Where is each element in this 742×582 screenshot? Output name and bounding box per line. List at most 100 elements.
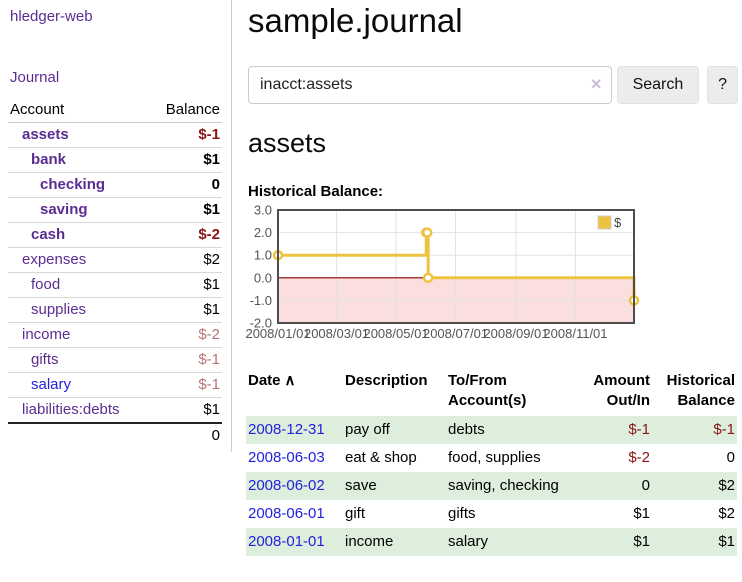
account-row: checking 0	[8, 172, 222, 198]
register-header-date[interactable]: Date ∧	[248, 372, 296, 389]
accounts-header-row: Account Balance	[8, 98, 222, 123]
transaction-row: 2008-12-31 pay off debts $-1 $-1	[246, 416, 737, 444]
accounts-total-value: 0	[149, 422, 222, 448]
account-link[interactable]: food	[31, 276, 61, 293]
account-link[interactable]: supplies	[31, 301, 87, 318]
x-axis-tick-label: 2008/09/01	[483, 326, 548, 341]
account-link[interactable]: expenses	[22, 251, 87, 268]
account-link[interactable]: assets	[22, 126, 69, 143]
account-link[interactable]: checking	[40, 176, 106, 193]
account-balance: $-1	[149, 347, 222, 373]
chart-svg: $3.0 2.0 1.0 0.0 -1.0 -2.02008/01/012008/03/0…	[245, 203, 640, 341]
transaction-description: eat & shop	[345, 449, 417, 466]
main-content: sample.journal × Search ? assets Histori…	[232, 0, 742, 566]
account-link[interactable]: gifts	[31, 351, 59, 368]
account-row: salary $-1	[8, 372, 222, 398]
x-axis-tick-label: 2008/11/01	[543, 326, 607, 341]
y-axis-tick-label: 2.0	[254, 225, 272, 240]
register-header-description: Description	[345, 372, 428, 389]
page: hledger-web Journal Account Balance asse…	[0, 0, 742, 566]
y-axis-tick-label: 1.0	[254, 248, 272, 263]
account-row: cash $-2	[8, 222, 222, 248]
account-row: supplies $1	[8, 297, 222, 323]
page-title: sample.journal	[248, 2, 463, 39]
register-table: Date ∧ Description To/From Account(s) Amo…	[246, 368, 737, 556]
transaction-balance: $1	[718, 533, 735, 550]
transaction-balance: 0	[726, 449, 735, 466]
account-link[interactable]: saving	[40, 201, 88, 218]
x-axis-tick-label: 2008/07/01	[423, 326, 488, 341]
sidebar: hledger-web Journal Account Balance asse…	[0, 0, 232, 452]
account-row: food $1	[8, 272, 222, 298]
search-bar: × Search ?	[248, 66, 738, 104]
transaction-accounts: saving, checking	[448, 477, 559, 494]
account-balance: $-2	[149, 222, 222, 248]
account-row: income $-2	[8, 322, 222, 348]
chart-title: Historical Balance:	[248, 183, 384, 200]
account-row: bank $1	[8, 147, 222, 173]
transaction-balance: $-1	[713, 421, 735, 438]
account-row: gifts $-1	[8, 347, 222, 373]
transaction-date-link[interactable]: 2008-06-03	[248, 449, 325, 466]
sidebar-item-journal[interactable]: Journal	[10, 69, 60, 86]
transaction-amount: 0	[641, 477, 650, 494]
transaction-accounts: gifts	[448, 505, 476, 522]
transaction-row: 2008-06-01 gift gifts $1 $2	[246, 500, 737, 528]
transaction-balance: $2	[718, 505, 735, 522]
account-link[interactable]: salary	[31, 376, 72, 393]
help-button[interactable]: ?	[707, 66, 738, 104]
transaction-row: 2008-01-01 income salary $1 $1	[246, 528, 737, 556]
transaction-amount: $1	[633, 505, 650, 522]
transaction-date-link[interactable]: 2008-06-02	[248, 477, 325, 494]
account-balance: $-1	[149, 372, 222, 398]
transaction-balance: $2	[718, 477, 735, 494]
transaction-amount: $-1	[628, 421, 650, 438]
app-title-link[interactable]: hledger-web	[10, 8, 93, 25]
clear-search-icon[interactable]: ×	[591, 74, 602, 94]
y-axis-tick-label: -2.0	[250, 316, 272, 331]
y-axis-tick-label: 0.0	[254, 270, 272, 285]
transaction-description: save	[345, 477, 377, 494]
account-balance: $-1	[149, 122, 222, 148]
x-axis-tick-label: 2008/01/01	[245, 326, 310, 341]
transaction-date-link[interactable]: 2008-12-31	[248, 421, 325, 438]
account-balance: $-2	[149, 322, 222, 348]
account-row: saving $1	[8, 197, 222, 223]
account-heading: assets	[248, 128, 327, 158]
account-link[interactable]: liabilities:debts	[22, 401, 120, 418]
register-header-accounts: To/From Account(s)	[448, 372, 527, 409]
transaction-accounts: food, supplies	[448, 449, 541, 466]
y-axis-tick-label: 3.0	[254, 203, 272, 218]
account-balance: $1	[149, 272, 222, 298]
account-balance: 0	[149, 172, 222, 198]
transaction-row: 2008-06-03 eat & shop food, supplies $-2 0	[246, 444, 737, 472]
account-balance: $1	[149, 397, 222, 424]
search-box: ×	[248, 66, 612, 104]
register-header-amount: Amount Out/In	[593, 372, 650, 409]
x-axis-tick-label: 2008/03/01	[304, 326, 369, 341]
transaction-accounts: salary	[448, 533, 489, 550]
sort-ascending-icon: ∧	[284, 372, 296, 389]
account-balance: $1	[149, 297, 222, 323]
account-balance: $1	[149, 147, 222, 173]
search-input[interactable]	[248, 66, 612, 104]
transaction-description: gift	[345, 505, 366, 522]
account-link[interactable]: cash	[31, 226, 66, 243]
transaction-amount: $1	[633, 533, 650, 550]
x-axis-tick-label: 2008/05/01	[363, 326, 428, 341]
account-link[interactable]: income	[22, 326, 71, 343]
account-link[interactable]: bank	[31, 151, 67, 168]
register-header-row: Date ∧ Description To/From Account(s) Amo…	[246, 368, 737, 416]
search-button[interactable]: Search	[616, 66, 700, 104]
transaction-date-link[interactable]: 2008-01-01	[248, 533, 325, 550]
transaction-date-link[interactable]: 2008-06-01	[248, 505, 325, 522]
accounts-total-row: 0	[8, 422, 222, 448]
account-balance: $2	[149, 247, 222, 273]
transaction-amount: $-2	[628, 449, 650, 466]
transaction-description: income	[345, 533, 394, 550]
chart-legend-label: $	[614, 215, 622, 230]
account-row: liabilities:debts $1	[8, 397, 222, 424]
transaction-description: pay off	[345, 421, 390, 438]
account-row: assets $-1	[8, 122, 222, 148]
account-balance: $1	[149, 197, 222, 223]
